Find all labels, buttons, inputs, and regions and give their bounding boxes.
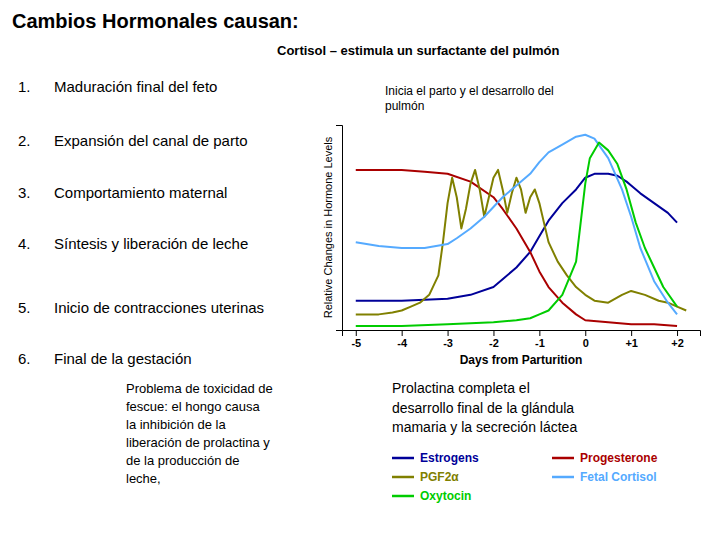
series-line (356, 135, 677, 315)
x-tick-mark (356, 330, 357, 336)
annotation-line: Problema de toxicidad de (126, 381, 273, 396)
annotation: Inicia el parto y el desarrollo delpulmó… (385, 84, 554, 113)
annotation-line: de la producción de (126, 453, 239, 468)
series-line (356, 143, 677, 327)
y-axis (336, 126, 343, 331)
legend-item: Fetal Cortisol (552, 470, 657, 484)
list-text: Comportamiento maternal (54, 184, 227, 201)
legend-swatch (392, 495, 414, 498)
annotation-line: liberación de prolactina y (126, 435, 270, 450)
x-tick-mark (448, 330, 449, 336)
list-number: 3. (18, 184, 31, 201)
x-tick-mark (493, 330, 494, 336)
x-tick: -3 (443, 330, 453, 349)
legend-item: PGF2α (392, 470, 459, 484)
x-tick: +1 (625, 330, 638, 349)
legend-label: Progesterone (580, 451, 658, 465)
list-number: 2. (18, 132, 31, 149)
plot-lines (356, 135, 686, 326)
annotation: Cortisol – estimula un surfactante del p… (277, 43, 559, 58)
y-axis-line (336, 126, 343, 331)
annotation-line: la inhibición de la (126, 417, 227, 432)
x-tick-label: +1 (625, 337, 638, 349)
annotation: Problema de toxicidad de fescue: el hongo… (126, 381, 273, 486)
x-tick-label: -3 (443, 337, 453, 349)
annotation-line: fescue: el hongo causa (126, 399, 260, 414)
page: Cambios Hormonales causan: 1. Maduración f… (0, 0, 720, 540)
x-tick-label: -2 (489, 337, 499, 349)
legend-label: Oxytocin (420, 489, 471, 503)
annotation-line: desarrollo final de la glándula (392, 400, 574, 416)
annotation-line: leche, (126, 471, 161, 486)
x-tick-label: -5 (351, 337, 361, 349)
x-axis-title: Days from Parturition (460, 353, 583, 367)
list-text: Final de la gestación (54, 350, 192, 367)
x-tick-mark (677, 330, 678, 336)
list-number: 1. (18, 78, 31, 95)
x-tick-mark (402, 330, 403, 336)
legend-swatch (392, 457, 414, 460)
legend-label: Fetal Cortisol (580, 470, 657, 484)
legend-label: PGF2α (420, 470, 459, 484)
x-tick: -5 (351, 330, 361, 349)
legend-label: Estrogens (420, 451, 479, 465)
series-line (356, 170, 686, 314)
list-number: 6. (18, 350, 31, 367)
annotation-line: pulmón (385, 99, 424, 113)
x-tick-label: 0 (583, 337, 589, 349)
list-text: Expansión del canal de parto (54, 132, 247, 149)
x-tick: +2 (671, 330, 684, 349)
legend-item: Estrogens (392, 451, 479, 465)
annotation-line: Inicia el parto y el desarrollo del (385, 84, 554, 98)
annotation: Prolactina completa el desarrollo final d… (392, 380, 577, 435)
x-tick-mark (631, 330, 632, 336)
legend: Estrogens Progesterone PGF2α Fetal Cortisol… (392, 451, 658, 503)
x-tick-label: -1 (535, 337, 545, 349)
x-tick: -2 (489, 330, 499, 349)
y-axis-title: Relative Changes in Hormone Levels (322, 136, 334, 318)
legend-swatch (552, 476, 574, 479)
legend-item: Oxytocin (392, 489, 471, 503)
x-tick-label: -4 (397, 337, 408, 349)
legend-swatch (552, 457, 574, 460)
list-number: 5. (18, 299, 31, 316)
list-text: Maduración final del feto (54, 78, 217, 95)
annotation-line: mamaria y la secreción láctea (392, 419, 577, 435)
title: Cambios Hormonales causan: (12, 10, 299, 32)
x-tick-mark (539, 330, 540, 336)
x-tick-mark (585, 330, 586, 336)
list-text: Síntesis y liberación de leche (54, 235, 248, 252)
series-line (356, 174, 677, 301)
legend-swatch (392, 476, 414, 479)
legend-item: Progesterone (552, 451, 658, 465)
x-tick: -1 (535, 330, 545, 349)
list-text: Inicio de contracciones uterinas (54, 299, 264, 316)
list-number: 4. (18, 235, 31, 252)
x-tick: 0 (583, 330, 589, 349)
x-axis: -5 -4 -3 -2 -1 0 +1 +2 (343, 330, 701, 349)
annotation-line: Cortisol – estimula un surfactante del p… (277, 43, 559, 58)
annotation-line: Prolactina completa el (392, 380, 530, 396)
x-axis-line (343, 331, 701, 337)
x-tick: -4 (397, 330, 408, 349)
x-tick-label: +2 (671, 337, 684, 349)
